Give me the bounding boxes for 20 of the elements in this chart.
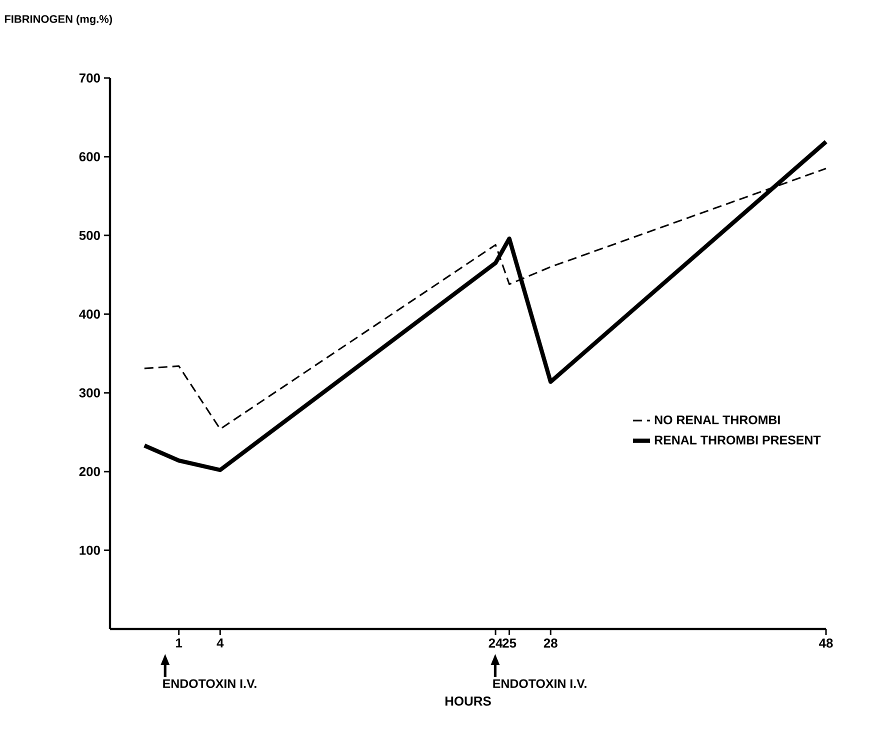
x-tick-label: 1	[176, 638, 182, 648]
x-tick-label: 25	[502, 638, 516, 648]
x-tick-label: 48	[819, 638, 833, 648]
text: ENDOTOXIN I.V.	[163, 679, 256, 688]
x-tick-label: 4	[216, 638, 224, 648]
legend-label: NO RENAL THROMBI	[654, 415, 780, 424]
text: ENDOTOXIN I.V.	[493, 679, 586, 688]
y-tick-label: 500	[79, 230, 100, 240]
y-tick-label: 700	[79, 73, 100, 83]
y-axis-title: FIBRINOGEN (mg.%)	[4, 14, 112, 26]
x-tick-label: 24	[488, 638, 503, 648]
y-tick-label: 600	[79, 152, 100, 162]
line-series	[142, 140, 828, 472]
y-tick-label: 300	[79, 388, 100, 398]
y-tick-label: 400	[79, 310, 100, 319]
y-tick-label: 200	[79, 466, 100, 476]
y-tick-label: 100	[80, 546, 100, 555]
legend-label: RENAL THROMBI PRESENT	[654, 436, 821, 444]
x-axis-title: HOURS	[445, 696, 491, 706]
x-tick-label: 28	[544, 638, 558, 648]
